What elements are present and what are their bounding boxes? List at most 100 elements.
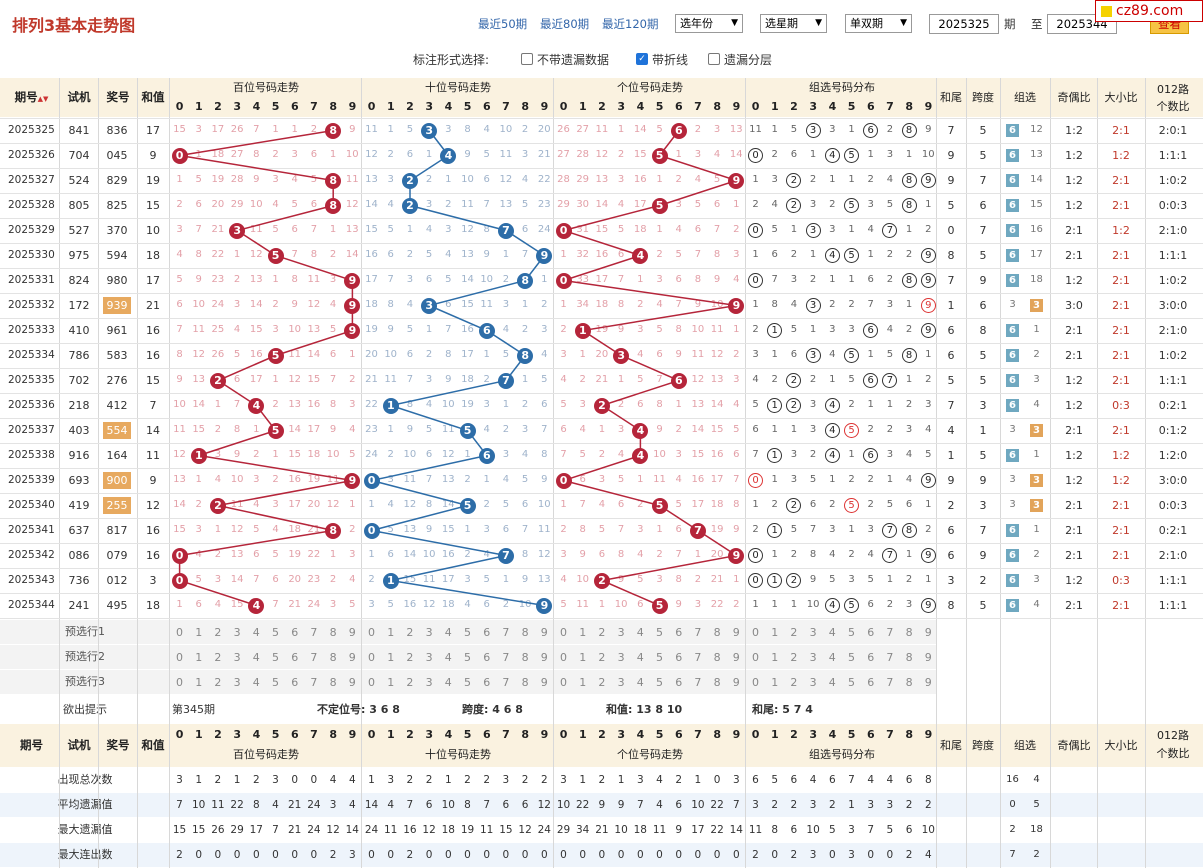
predict-digit[interactable]: 3 bbox=[233, 626, 241, 639]
predict-digit[interactable]: 1 bbox=[771, 626, 779, 639]
predict-digit[interactable]: 1 bbox=[579, 651, 587, 664]
predict-digit[interactable]: 5 bbox=[272, 651, 279, 664]
predict-digit[interactable]: 1 bbox=[195, 676, 203, 689]
predict-digit[interactable]: 1 bbox=[579, 626, 587, 639]
predict-digit[interactable]: 9 bbox=[540, 651, 548, 664]
predict-digit[interactable]: 9 bbox=[348, 676, 356, 689]
predict-digit[interactable]: 7 bbox=[694, 651, 702, 664]
predict-digit[interactable]: 1 bbox=[771, 651, 779, 664]
predict-digit[interactable]: 4 bbox=[252, 626, 260, 639]
predict-digit[interactable]: 8 bbox=[713, 676, 721, 689]
predict-digit[interactable]: 8 bbox=[521, 676, 529, 689]
predict-digit[interactable]: 0 bbox=[368, 651, 375, 664]
polyline-checkbox[interactable]: ✓ bbox=[636, 53, 648, 65]
predict-digit[interactable]: 7 bbox=[502, 676, 510, 689]
predict-digit[interactable]: 1 bbox=[387, 676, 395, 689]
predict-digit[interactable]: 2 bbox=[598, 676, 606, 689]
sort-icon[interactable]: ▲▼ bbox=[37, 95, 49, 103]
predict-digit[interactable]: 8 bbox=[905, 651, 913, 664]
predict-digit[interactable]: 5 bbox=[848, 676, 855, 689]
predict-digit[interactable]: 7 bbox=[886, 626, 894, 639]
predict-digit[interactable]: 3 bbox=[617, 626, 625, 639]
predict-digit[interactable]: 9 bbox=[732, 651, 740, 664]
no-omission-checkbox[interactable] bbox=[521, 53, 533, 65]
predict-digit[interactable]: 4 bbox=[252, 651, 260, 664]
predict-digit[interactable]: 3 bbox=[425, 676, 433, 689]
predict-digit[interactable]: 3 bbox=[809, 651, 817, 664]
predict-digit[interactable]: 6 bbox=[291, 676, 299, 689]
predict-digit[interactable]: 3 bbox=[233, 651, 241, 664]
predict-digit[interactable]: 9 bbox=[732, 626, 740, 639]
last-50-link[interactable]: 最近50期 bbox=[478, 17, 528, 31]
predict-digit[interactable]: 0 bbox=[752, 626, 759, 639]
predict-digit[interactable]: 6 bbox=[291, 626, 299, 639]
predict-digit[interactable]: 2 bbox=[214, 626, 222, 639]
predict-digit[interactable]: 4 bbox=[636, 676, 644, 689]
predict-digit[interactable]: 0 bbox=[752, 651, 759, 664]
predict-digit[interactable]: 7 bbox=[502, 651, 510, 664]
predict-digit[interactable]: 9 bbox=[348, 651, 356, 664]
predict-digit[interactable]: 0 bbox=[368, 676, 375, 689]
predict-digit[interactable]: 3 bbox=[425, 626, 433, 639]
predict-digit[interactable]: 7 bbox=[886, 676, 894, 689]
predict-digit[interactable]: 5 bbox=[656, 626, 663, 639]
predict-digit[interactable]: 6 bbox=[867, 676, 875, 689]
predict-digit[interactable]: 2 bbox=[406, 651, 414, 664]
odd-even-issue-select[interactable]: 单双期 ▼ bbox=[845, 14, 912, 33]
predict-digit[interactable]: 1 bbox=[771, 676, 779, 689]
predict-digit[interactable]: 5 bbox=[848, 651, 855, 664]
predict-digit[interactable]: 7 bbox=[694, 676, 702, 689]
year-select[interactable]: 选年份 ▼ bbox=[675, 14, 743, 33]
predict-digit[interactable]: 8 bbox=[713, 626, 721, 639]
predict-digit[interactable]: 4 bbox=[636, 626, 644, 639]
predict-digit[interactable]: 3 bbox=[233, 676, 241, 689]
predict-digit[interactable]: 2 bbox=[790, 626, 798, 639]
predict-digit[interactable]: 3 bbox=[617, 651, 625, 664]
predict-digit[interactable]: 1 bbox=[195, 626, 203, 639]
predict-digit[interactable]: 7 bbox=[310, 626, 318, 639]
predict-digit[interactable]: 1 bbox=[195, 651, 203, 664]
from-issue-input[interactable]: 2025325 bbox=[929, 14, 999, 34]
predict-digit[interactable]: 3 bbox=[809, 626, 817, 639]
layer-checkbox[interactable] bbox=[708, 53, 720, 65]
predict-digit[interactable]: 7 bbox=[886, 651, 894, 664]
predict-digit[interactable]: 9 bbox=[540, 626, 548, 639]
predict-digit[interactable]: 6 bbox=[483, 676, 491, 689]
predict-digit[interactable]: 5 bbox=[656, 651, 663, 664]
last-80-link[interactable]: 最近80期 bbox=[540, 17, 590, 31]
predict-digit[interactable]: 3 bbox=[425, 651, 433, 664]
weekday-select[interactable]: 选星期 ▼ bbox=[760, 14, 827, 33]
predict-digit[interactable]: 1 bbox=[387, 626, 395, 639]
predict-digit[interactable]: 8 bbox=[329, 676, 337, 689]
predict-digit[interactable]: 7 bbox=[694, 626, 702, 639]
predict-digit[interactable]: 5 bbox=[848, 626, 855, 639]
predict-digit[interactable]: 2 bbox=[790, 676, 798, 689]
predict-digit[interactable]: 2 bbox=[214, 676, 222, 689]
predict-digit[interactable]: 2 bbox=[406, 626, 414, 639]
predict-digit[interactable]: 6 bbox=[867, 626, 875, 639]
predict-digit[interactable]: 6 bbox=[867, 651, 875, 664]
predict-digit[interactable]: 6 bbox=[291, 651, 299, 664]
predict-digit[interactable]: 4 bbox=[444, 676, 452, 689]
predict-digit[interactable]: 5 bbox=[464, 651, 471, 664]
predict-digit[interactable]: 9 bbox=[540, 676, 548, 689]
predict-digit[interactable]: 0 bbox=[176, 651, 183, 664]
predict-digit[interactable]: 6 bbox=[483, 651, 491, 664]
predict-digit[interactable]: 1 bbox=[387, 651, 395, 664]
predict-digit[interactable]: 2 bbox=[598, 651, 606, 664]
predict-digit[interactable]: 3 bbox=[809, 676, 817, 689]
predict-digit[interactable]: 7 bbox=[310, 676, 318, 689]
predict-digit[interactable]: 0 bbox=[176, 626, 183, 639]
predict-digit[interactable]: 4 bbox=[828, 651, 836, 664]
predict-digit[interactable]: 5 bbox=[272, 626, 279, 639]
last-120-link[interactable]: 最近120期 bbox=[602, 17, 659, 31]
predict-digit[interactable]: 0 bbox=[560, 676, 567, 689]
predict-digit[interactable]: 8 bbox=[521, 626, 529, 639]
predict-digit[interactable]: 6 bbox=[675, 626, 683, 639]
predict-digit[interactable]: 2 bbox=[214, 651, 222, 664]
predict-digit[interactable]: 0 bbox=[560, 651, 567, 664]
predict-digit[interactable]: 8 bbox=[905, 626, 913, 639]
predict-digit[interactable]: 8 bbox=[713, 651, 721, 664]
predict-digit[interactable]: 9 bbox=[924, 626, 932, 639]
predict-digit[interactable]: 1 bbox=[579, 676, 587, 689]
